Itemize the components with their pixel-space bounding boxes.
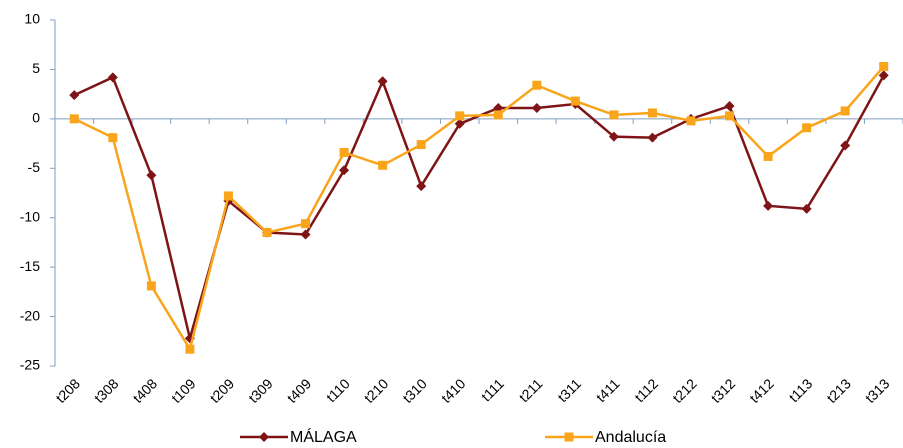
- data-point: [878, 70, 889, 81]
- x-tick-label: t412: [746, 375, 777, 406]
- data-point: [802, 123, 812, 133]
- y-tick-label: 0: [32, 110, 40, 126]
- x-tick-label: t410: [438, 375, 469, 406]
- data-point: [493, 110, 503, 120]
- legend-marker: [564, 432, 574, 442]
- data-point: [107, 72, 118, 83]
- data-point: [223, 191, 233, 201]
- data-point: [609, 110, 619, 120]
- y-tick-label: -20: [20, 307, 40, 323]
- data-point: [647, 108, 657, 118]
- data-point: [763, 151, 773, 161]
- data-point: [146, 281, 156, 291]
- data-point: [879, 61, 889, 71]
- x-tick-label: t309: [245, 375, 276, 406]
- data-point: [339, 147, 349, 157]
- x-tick-label: t111: [478, 375, 507, 404]
- data-point: [608, 131, 619, 142]
- data-point: [108, 133, 118, 143]
- data-point: [416, 140, 426, 150]
- data-point: [262, 228, 272, 238]
- x-tick-label: t411: [593, 375, 623, 405]
- data-point: [454, 118, 465, 129]
- x-tick-label: t210: [361, 375, 392, 406]
- data-point: [69, 90, 80, 101]
- data-point: [301, 219, 311, 229]
- data-point: [724, 101, 735, 112]
- x-tick-label: t112: [631, 375, 661, 405]
- data-point: [339, 165, 350, 176]
- x-tick-label: t213: [823, 375, 854, 406]
- data-point: [532, 80, 542, 90]
- y-tick-label: -15: [20, 258, 40, 274]
- y-tick-label: -5: [28, 159, 41, 175]
- data-point: [801, 203, 812, 214]
- data-point: [146, 170, 157, 181]
- data-point: [300, 229, 311, 240]
- series-line: [73, 65, 885, 353]
- y-tick-label: 5: [32, 60, 40, 76]
- data-point: [455, 111, 465, 121]
- x-tick-label: t409: [284, 375, 315, 406]
- data-point: [725, 111, 735, 121]
- legend-label: Andalucía: [595, 429, 666, 446]
- y-tick-label: -25: [20, 357, 40, 373]
- x-tick-label: t312: [708, 375, 739, 406]
- x-tick-label: t211: [516, 375, 546, 405]
- data-point: [378, 160, 388, 170]
- data-point: [686, 116, 696, 126]
- data-point: [763, 200, 774, 211]
- y-tick-label: -10: [20, 208, 40, 224]
- data-point: [185, 344, 195, 354]
- x-tick-label: t209: [207, 375, 238, 406]
- x-tick-label: t310: [399, 375, 430, 406]
- x-tick-label: t311: [554, 375, 584, 405]
- data-point: [570, 96, 580, 106]
- data-point: [531, 102, 542, 113]
- data-point: [69, 114, 79, 124]
- legend-label: MÁLAGA: [290, 427, 357, 446]
- y-tick-label: 10: [24, 11, 40, 27]
- x-tick-label: t212: [669, 375, 700, 406]
- data-point: [647, 132, 658, 143]
- data-point: [416, 181, 427, 192]
- legend-marker: [259, 432, 269, 442]
- data-point: [377, 76, 388, 87]
- x-tick-label: t113: [786, 375, 816, 405]
- x-tick-label: t408: [130, 375, 161, 406]
- data-point: [840, 106, 850, 116]
- data-point: [840, 140, 851, 151]
- x-tick-label: t308: [91, 375, 122, 406]
- x-tick-label: t110: [323, 375, 353, 405]
- x-tick-label: t208: [52, 375, 83, 406]
- x-tick-label: t313: [862, 375, 893, 406]
- x-tick-label: t109: [168, 375, 199, 406]
